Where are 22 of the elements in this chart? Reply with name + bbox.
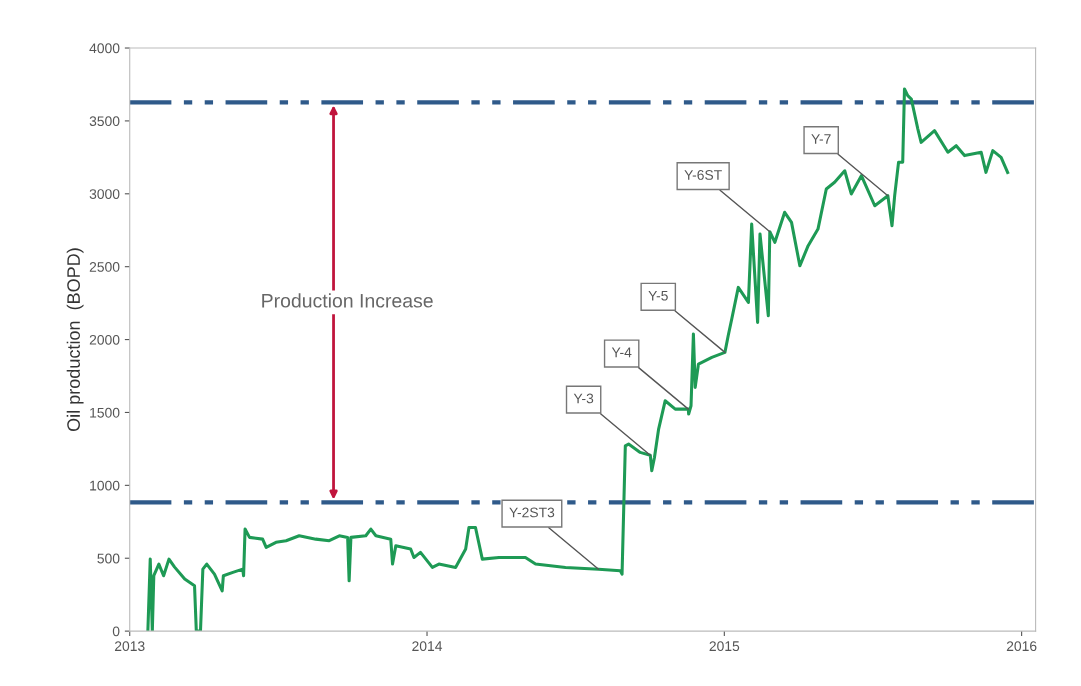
y-tick-label: 2000 xyxy=(89,334,120,345)
y-axis-title: Oil production (BOPD) xyxy=(66,248,84,432)
x-tick-label: 2014 xyxy=(412,641,443,652)
annotation: Y-3 xyxy=(573,393,594,404)
y-tick-label: 0 xyxy=(112,626,120,637)
y-tick-label: 2500 xyxy=(89,262,120,272)
x-tick-label: 2013 xyxy=(114,641,145,652)
x-tick-label: 2016 xyxy=(1006,641,1037,652)
y-tick-label: 3000 xyxy=(89,189,120,199)
annotation: Production Increase xyxy=(262,293,433,308)
y-tick-label: 3500 xyxy=(89,116,120,127)
line-series xyxy=(146,87,1010,632)
y-tick-label: 1500 xyxy=(90,407,120,418)
annotation: Y-5 xyxy=(648,290,668,301)
annotation: Y-7 xyxy=(811,134,831,144)
annotation: Y-2ST3 xyxy=(509,507,555,518)
y-tick-label: 500 xyxy=(97,553,120,564)
y-tick-label: 4000 xyxy=(89,43,120,54)
annotation: Y-4 xyxy=(611,347,632,358)
y-tick-label: 1000 xyxy=(90,480,120,491)
annotation: Y-6ST xyxy=(684,170,722,180)
x-tick-label: 2015 xyxy=(709,641,740,652)
